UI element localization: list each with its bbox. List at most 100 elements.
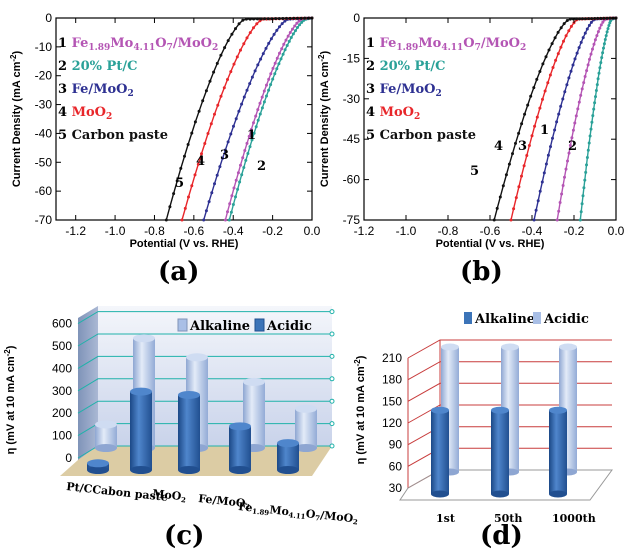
category-label-d: 1000th — [552, 512, 596, 525]
series-point-3 — [585, 27, 589, 31]
chart-c: 0 100 200 300 400 500 600 η (mV at 10 mA cm-2)… — [3, 306, 359, 551]
series-point-4 — [180, 218, 184, 222]
y-axis-label-d: η (mV at 10 mA cm-2) — [353, 355, 367, 464]
y-tick-label: 0 — [45, 11, 52, 25]
y-tick-label: -70 — [35, 213, 53, 227]
series-point-1 — [595, 34, 599, 38]
y-tick-label: -45 — [343, 132, 361, 146]
y-tick-label: -60 — [35, 184, 53, 198]
series-point-2 — [254, 125, 258, 129]
series-point-1 — [286, 34, 290, 38]
series-point-3 — [264, 46, 268, 50]
series-point-4 — [567, 29, 571, 33]
series-point-3 — [237, 109, 241, 113]
series-point-2 — [595, 83, 599, 87]
y-tick-label: -50 — [35, 155, 53, 169]
series-point-5 — [535, 77, 539, 81]
series-point-5 — [574, 17, 578, 21]
series-point-2 — [265, 94, 268, 98]
series-point-5 — [529, 94, 533, 98]
series-point-4 — [222, 86, 226, 90]
series-point-1 — [591, 47, 594, 51]
series-point-1 — [573, 121, 577, 125]
series-point-4 — [190, 184, 194, 188]
series-point-3 — [542, 171, 546, 175]
series-point-3 — [538, 189, 542, 193]
series-point-4 — [206, 132, 210, 135]
category-label-c: Fe/MoO2 — [198, 492, 252, 511]
category-label-c: Pt/C — [66, 480, 94, 496]
series-point-5 — [511, 152, 514, 156]
series-point-3 — [267, 41, 271, 45]
series-point-4 — [556, 52, 560, 56]
series-point-3 — [581, 36, 585, 40]
x-tick-label: -0.4 — [223, 224, 244, 238]
series-point-5 — [538, 70, 542, 73]
series-line-1 — [556, 17, 617, 221]
series-point-5 — [553, 36, 557, 40]
series-point-5 — [190, 131, 194, 135]
series-point-1 — [297, 19, 301, 23]
series-point-5 — [602, 16, 606, 20]
y-tick-label-d: 60 — [389, 459, 403, 473]
y-tick-label-c: 200 — [52, 406, 72, 420]
series-point-4 — [520, 174, 523, 178]
series-point-1 — [295, 21, 299, 25]
series-point-2 — [275, 67, 279, 71]
series-point-2 — [289, 36, 293, 39]
bar-acidic-top — [229, 422, 251, 431]
series-point-4 — [229, 70, 233, 74]
legend-entry-4: 4 MoO2 — [58, 105, 112, 122]
legend-swatch-acidic-d — [533, 312, 541, 324]
series-point-2 — [296, 26, 299, 29]
series-point-1 — [226, 210, 229, 214]
bar-alkaline-top — [243, 377, 265, 386]
y-tick-label-c: 300 — [52, 384, 72, 398]
series-point-2 — [598, 66, 602, 70]
series-point-5 — [266, 17, 270, 21]
series-point-2 — [300, 20, 304, 24]
chart-b: -1.2 -1.0 -0.8 -0.6 -0.4 -0.2 0.0 0 -15 -30 -45 -60… — [317, 11, 625, 287]
series-point-3 — [207, 200, 211, 204]
series-point-4 — [533, 124, 537, 128]
bar-alkaline-d — [431, 410, 449, 494]
y-tick-label-d: 120 — [382, 416, 402, 430]
series-point-5 — [559, 26, 563, 30]
series-point-4 — [242, 42, 246, 46]
series-point-1 — [574, 114, 578, 118]
series-point-2 — [231, 203, 235, 206]
series-point-4 — [219, 94, 223, 98]
category-label-c: Fe1.89Mo4.11O7/MoO2 — [238, 500, 359, 527]
legend-entry-2: 2 20% Pt/C — [58, 59, 137, 74]
y-tick-label: -60 — [343, 173, 361, 187]
bar-acidic — [130, 391, 152, 470]
series-point-1 — [601, 20, 605, 24]
series-point-5 — [501, 184, 505, 188]
legend-entry-3: 3 Fe/MoO2 — [366, 82, 442, 99]
series-point-5 — [608, 16, 612, 20]
series-point-2 — [256, 118, 260, 122]
series-point-1 — [582, 81, 586, 85]
curve-number-label: 1 — [540, 123, 549, 138]
series-point-4 — [203, 142, 207, 145]
series-point-5 — [495, 206, 499, 210]
bar-alkaline-top — [186, 353, 208, 362]
series-point-2 — [267, 88, 271, 92]
bar-acidic — [277, 443, 299, 470]
series-point-5 — [252, 17, 256, 21]
series-point-5 — [183, 154, 186, 158]
curve-number-label: 5 — [175, 176, 184, 191]
series-point-2 — [277, 62, 281, 66]
series-point-4 — [548, 73, 552, 77]
series-point-3 — [256, 63, 260, 67]
series-point-1 — [566, 159, 569, 163]
series-point-3 — [536, 199, 540, 203]
series-point-3 — [567, 76, 571, 80]
panel-label-d: (d) — [480, 521, 523, 551]
series-point-2 — [586, 148, 590, 152]
series-point-1 — [596, 30, 600, 34]
series-point-2 — [269, 83, 273, 87]
series-point-4 — [245, 36, 249, 40]
series-point-3 — [240, 102, 244, 106]
